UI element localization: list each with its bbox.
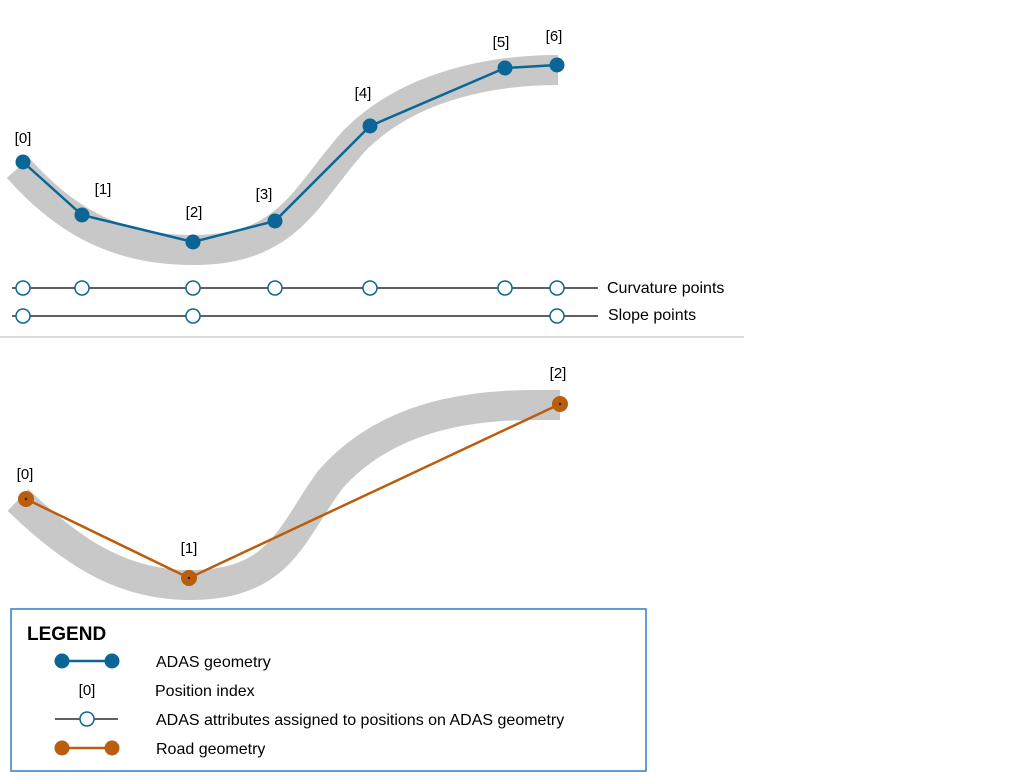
- legend-adas-point: [104, 653, 120, 669]
- road-point-center: [558, 402, 562, 406]
- adas-point-0: [15, 154, 31, 170]
- road-point-center: [24, 497, 28, 501]
- curvature-point-marker: [497, 280, 513, 296]
- top-panel: [0] [1] [2] [3] [4] [5] [6] Curvature po…: [6, 28, 724, 324]
- road-index-label: [1]: [181, 540, 198, 557]
- slope-points-label: Slope points: [608, 307, 696, 324]
- bottom-panel: [0] [1] [2]: [7, 365, 568, 601]
- curvature-point-marker: [15, 280, 31, 296]
- road-band: [7, 389, 561, 601]
- curvature-point-marker: [549, 280, 565, 296]
- legend-adas-point: [54, 653, 70, 669]
- legend-attributes-marker: [79, 711, 95, 727]
- adas-index-label: [3]: [256, 186, 273, 203]
- legend-road-point: [104, 740, 120, 756]
- adas-point-2: [185, 234, 201, 250]
- curvature-point-marker: [267, 280, 283, 296]
- legend: LEGEND ADAS geometry [0] Position index …: [10, 608, 647, 772]
- adas-index-label: [1]: [95, 181, 112, 198]
- curvature-point-marker: [362, 280, 378, 296]
- curvature-points-row: Curvature points: [12, 280, 724, 297]
- road-index-label: [2]: [550, 365, 567, 382]
- legend-index-sample: [0]: [79, 682, 96, 699]
- slope-point-marker: [15, 308, 31, 324]
- adas-point-6: [549, 57, 565, 73]
- road-index-label: [0]: [17, 466, 34, 483]
- adas-index-label: [2]: [186, 204, 203, 221]
- adas-point-4: [362, 118, 378, 134]
- legend-road-label: Road geometry: [156, 741, 265, 758]
- legend-road-point: [54, 740, 70, 756]
- curvature-point-marker: [185, 280, 201, 296]
- slope-point-marker: [549, 308, 565, 324]
- adas-index-label: [6]: [546, 28, 563, 45]
- road-band: [6, 55, 559, 266]
- legend-title: LEGEND: [27, 624, 106, 645]
- adas-index-label: [0]: [15, 130, 32, 147]
- adas-point-5: [497, 60, 513, 76]
- adas-index-label: [5]: [493, 34, 510, 51]
- curvature-point-marker: [74, 280, 90, 296]
- curvature-points-label: Curvature points: [607, 280, 724, 297]
- slope-point-marker: [185, 308, 201, 324]
- road-point-center: [187, 576, 191, 580]
- legend-adas-label: ADAS geometry: [156, 654, 271, 671]
- slope-points-row: Slope points: [12, 307, 696, 324]
- legend-attributes-label: ADAS attributes assigned to positions on…: [156, 712, 564, 729]
- adas-index-label: [4]: [355, 85, 372, 102]
- legend-index-label: Position index: [155, 683, 255, 700]
- adas-point-1: [74, 207, 90, 223]
- adas-point-3: [267, 213, 283, 229]
